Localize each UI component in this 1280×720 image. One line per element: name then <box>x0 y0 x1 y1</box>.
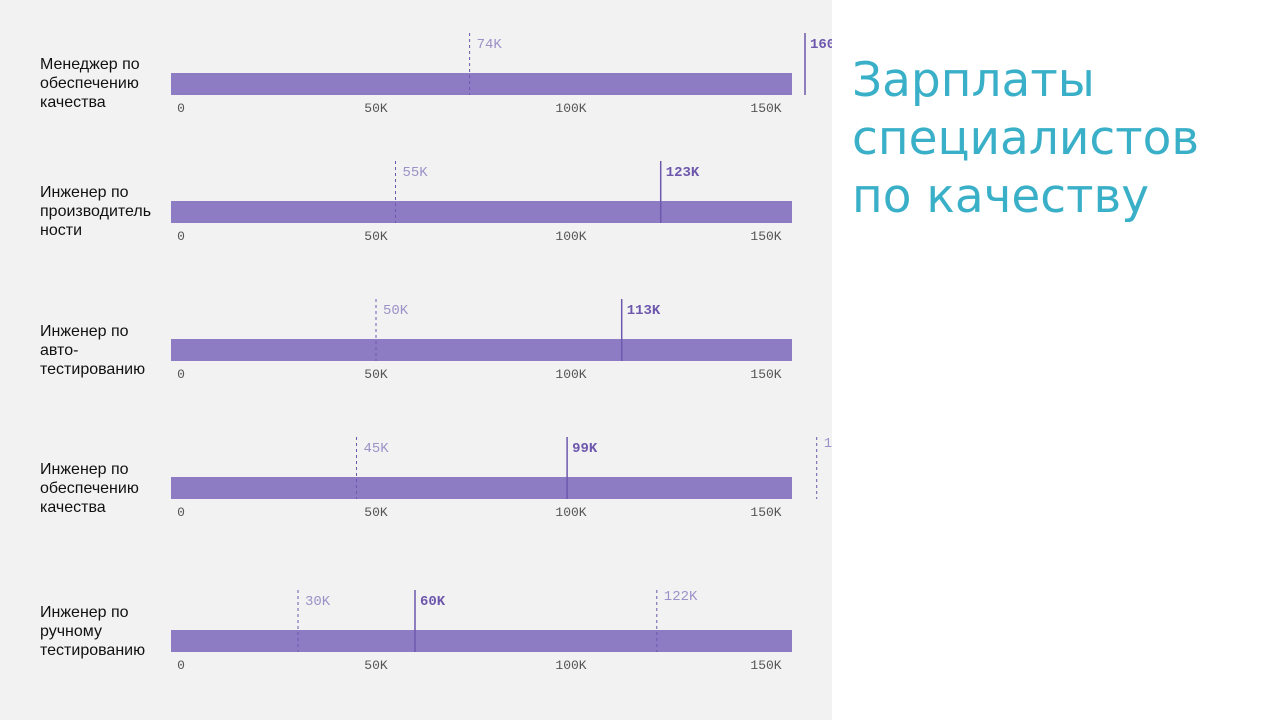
row-label-performance-engineer: Инженер по производитель ности <box>40 184 152 239</box>
salary-bar-qa-engineer <box>171 477 792 499</box>
median-marker-label-qa-engineer: 99K <box>572 441 598 457</box>
min-marker-label-automation-engineer: 50K <box>383 303 409 319</box>
salary-chart: 74K160K260K050K100K150K200K250K300K55K12… <box>171 33 832 673</box>
median-marker-label-performance-engineer: 123K <box>666 165 700 181</box>
salary-bar-manual-tester <box>171 630 792 652</box>
tick-label-performance-engineer-150K: 150K <box>750 229 781 244</box>
median-marker-label-manual-tester: 60K <box>420 594 446 610</box>
tick-label-qa-manager-50K: 50K <box>364 101 388 116</box>
title-panel <box>832 0 1280 720</box>
tick-label-automation-engineer-150K: 150K <box>750 367 781 382</box>
min-marker-label-qa-manager: 74K <box>477 37 503 53</box>
tick-label-performance-engineer-50K: 50K <box>364 229 388 244</box>
salary-bar-performance-engineer <box>171 201 792 223</box>
tick-label-manual-tester-100K: 100K <box>555 658 586 673</box>
tick-label-qa-engineer-100K: 100K <box>555 505 586 520</box>
tick-label-automation-engineer-50K: 50K <box>364 367 388 382</box>
row-label-automation-engineer: Инженер по авто- тестированию <box>40 323 146 378</box>
median-marker-label-qa-manager: 160K <box>810 37 832 53</box>
row-label-qa-engineer: Инженер по обеспечению качества <box>40 461 139 516</box>
page-title: Зарплаты специалистов по качеству <box>852 53 1200 224</box>
max-marker-label-manual-tester: 122K <box>664 589 698 605</box>
median-marker-label-automation-engineer: 113K <box>627 303 661 319</box>
min-marker-label-manual-tester: 30K <box>305 594 331 610</box>
tick-label-manual-tester-50K: 50K <box>364 658 388 673</box>
row-label-qa-manager: Менеджер по обеспечению качества <box>40 56 140 111</box>
tick-label-manual-tester-150K: 150K <box>750 658 781 673</box>
min-marker-label-performance-engineer: 55K <box>403 165 429 181</box>
tick-label-automation-engineer-100K: 100K <box>555 367 586 382</box>
tick-label-qa-engineer-50K: 50K <box>364 505 388 520</box>
tick-label-performance-engineer-100K: 100K <box>555 229 586 244</box>
salary-bar-qa-manager <box>171 73 792 95</box>
salary-bar-automation-engineer <box>171 339 792 361</box>
tick-label-qa-manager-0: 0 <box>177 101 185 116</box>
tick-label-performance-engineer-0: 0 <box>177 229 185 244</box>
tick-label-automation-engineer-0: 0 <box>177 367 185 382</box>
max-marker-label-qa-engineer: 163K <box>824 436 832 452</box>
tick-label-qa-engineer-150K: 150K <box>750 505 781 520</box>
min-marker-label-qa-engineer: 45K <box>364 441 390 457</box>
tick-label-qa-manager-150K: 150K <box>750 101 781 116</box>
tick-label-qa-engineer-0: 0 <box>177 505 185 520</box>
tick-label-qa-manager-100K: 100K <box>555 101 586 116</box>
tick-label-manual-tester-0: 0 <box>177 658 185 673</box>
row-label-manual-tester: Инженер по ручному тестированию <box>40 604 146 659</box>
